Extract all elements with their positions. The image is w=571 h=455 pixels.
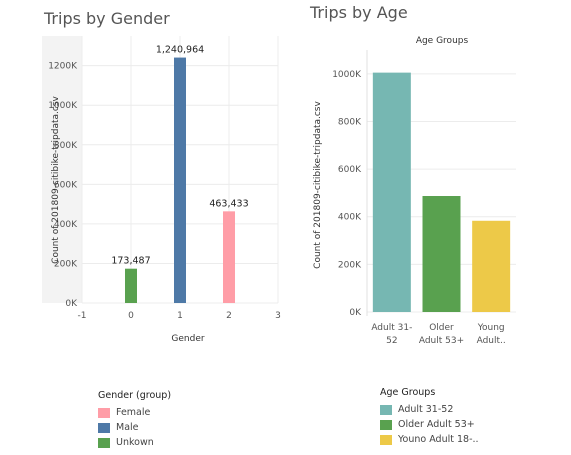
age-bar[interactable] <box>372 72 411 312</box>
gender-chart: 0K 200K 400K 600K 800K 1000K 1200K -1 0 1 2 3 173,… <box>42 36 281 344</box>
gender-legend-title: Gender (group) <box>98 390 172 401</box>
age-bar[interactable] <box>472 220 511 312</box>
gender-y-axis-panel <box>42 36 82 303</box>
legend-item-female[interactable]: Female <box>98 405 171 420</box>
gender-y-tick-label: 400K <box>54 220 78 230</box>
legend-label-older-adult: Older Adult 53+ <box>398 419 475 430</box>
chart-title-gender: Trips by Gender <box>44 9 170 28</box>
chart-title-age: Trips by Age <box>310 3 408 22</box>
age-y-tick-label: 0K <box>349 308 362 318</box>
legend-swatch-female <box>98 407 110 418</box>
gender-y-tick-label: 1000K <box>48 101 78 111</box>
gender-bar-data-label: 463,433 <box>209 198 248 209</box>
legend-label-unknown: Unkown <box>116 437 154 448</box>
age-bar[interactable] <box>422 196 461 312</box>
age-category-label: Older <box>429 323 454 333</box>
gender-bar[interactable] <box>223 211 235 303</box>
age-y-tick-label: 200K <box>338 260 362 270</box>
gender-x-axis-label: Gender <box>171 334 204 344</box>
gender-y-tick-label: 0K <box>65 299 78 309</box>
gender-bar[interactable] <box>125 268 137 303</box>
legend-label-young-adult: Youno Adult 18-.. <box>398 434 479 445</box>
gender-legend: Gender (group) Female Male Unkown <box>98 390 171 450</box>
age-chart-subtitle: Age Groups <box>416 36 469 46</box>
legend-label-female: Female <box>116 407 151 418</box>
gender-x-tick-label: -1 <box>78 311 87 321</box>
legend-swatch-older-adult <box>380 419 392 430</box>
age-legend: Age Groups Adult 31-52 Older Adult 53+ Y… <box>380 387 479 447</box>
legend-swatch-unknown <box>98 437 110 448</box>
gender-x-tick-label: 2 <box>226 311 232 321</box>
gender-bar-data-label: 173,487 <box>111 256 150 267</box>
legend-item-adult[interactable]: Adult 31-52 <box>380 402 479 417</box>
legend-label-adult: Adult 31-52 <box>398 404 454 415</box>
legend-label-male: Male <box>116 422 139 433</box>
gender-y-tick-label: 800K <box>54 141 78 151</box>
age-category-label: 52 <box>386 336 397 346</box>
legend-swatch-young-adult <box>380 434 392 445</box>
legend-item-older-adult[interactable]: Older Adult 53+ <box>380 417 479 432</box>
gender-y-tick-label: 600K <box>54 180 78 190</box>
legend-item-young-adult[interactable]: Youno Adult 18-.. <box>380 432 479 447</box>
legend-item-male[interactable]: Male <box>98 420 171 435</box>
age-y-tick-label: 1000K <box>332 70 362 80</box>
gender-y-tick-label: 1200K <box>48 62 78 72</box>
age-y-tick-label: 400K <box>338 213 362 223</box>
gender-bar-data-label: 1,240,964 <box>156 45 204 56</box>
age-y-tick-label: 800K <box>338 117 362 127</box>
age-category-label: Adult 31- <box>371 323 412 333</box>
gender-bar[interactable] <box>174 57 186 304</box>
legend-item-unknown[interactable]: Unkown <box>98 435 171 450</box>
gender-x-tick-label: 3 <box>275 311 281 321</box>
gender-x-tick-label: 0 <box>128 311 134 321</box>
age-category-label: Adult 53+ <box>419 336 464 346</box>
gender-y-tick-label: 200K <box>54 259 78 269</box>
age-y-tick-label: 600K <box>338 165 362 175</box>
gender-x-tick-label: 1 <box>177 311 183 321</box>
legend-swatch-male <box>98 422 110 433</box>
age-y-axis-label: Count of 201809-citibike-tripdata.csv <box>313 101 323 269</box>
age-category-label: Young <box>477 323 505 333</box>
age-legend-title: Age Groups <box>380 387 436 398</box>
gender-y-axis-label: Count of 201809-citibike-tripdata.csv <box>51 96 61 264</box>
age-chart: Age Groups 0K 200K 400K 600K 800K 1000K Adult… <box>313 36 516 346</box>
legend-swatch-adult <box>380 404 392 415</box>
age-category-label: Adult.. <box>477 336 506 346</box>
